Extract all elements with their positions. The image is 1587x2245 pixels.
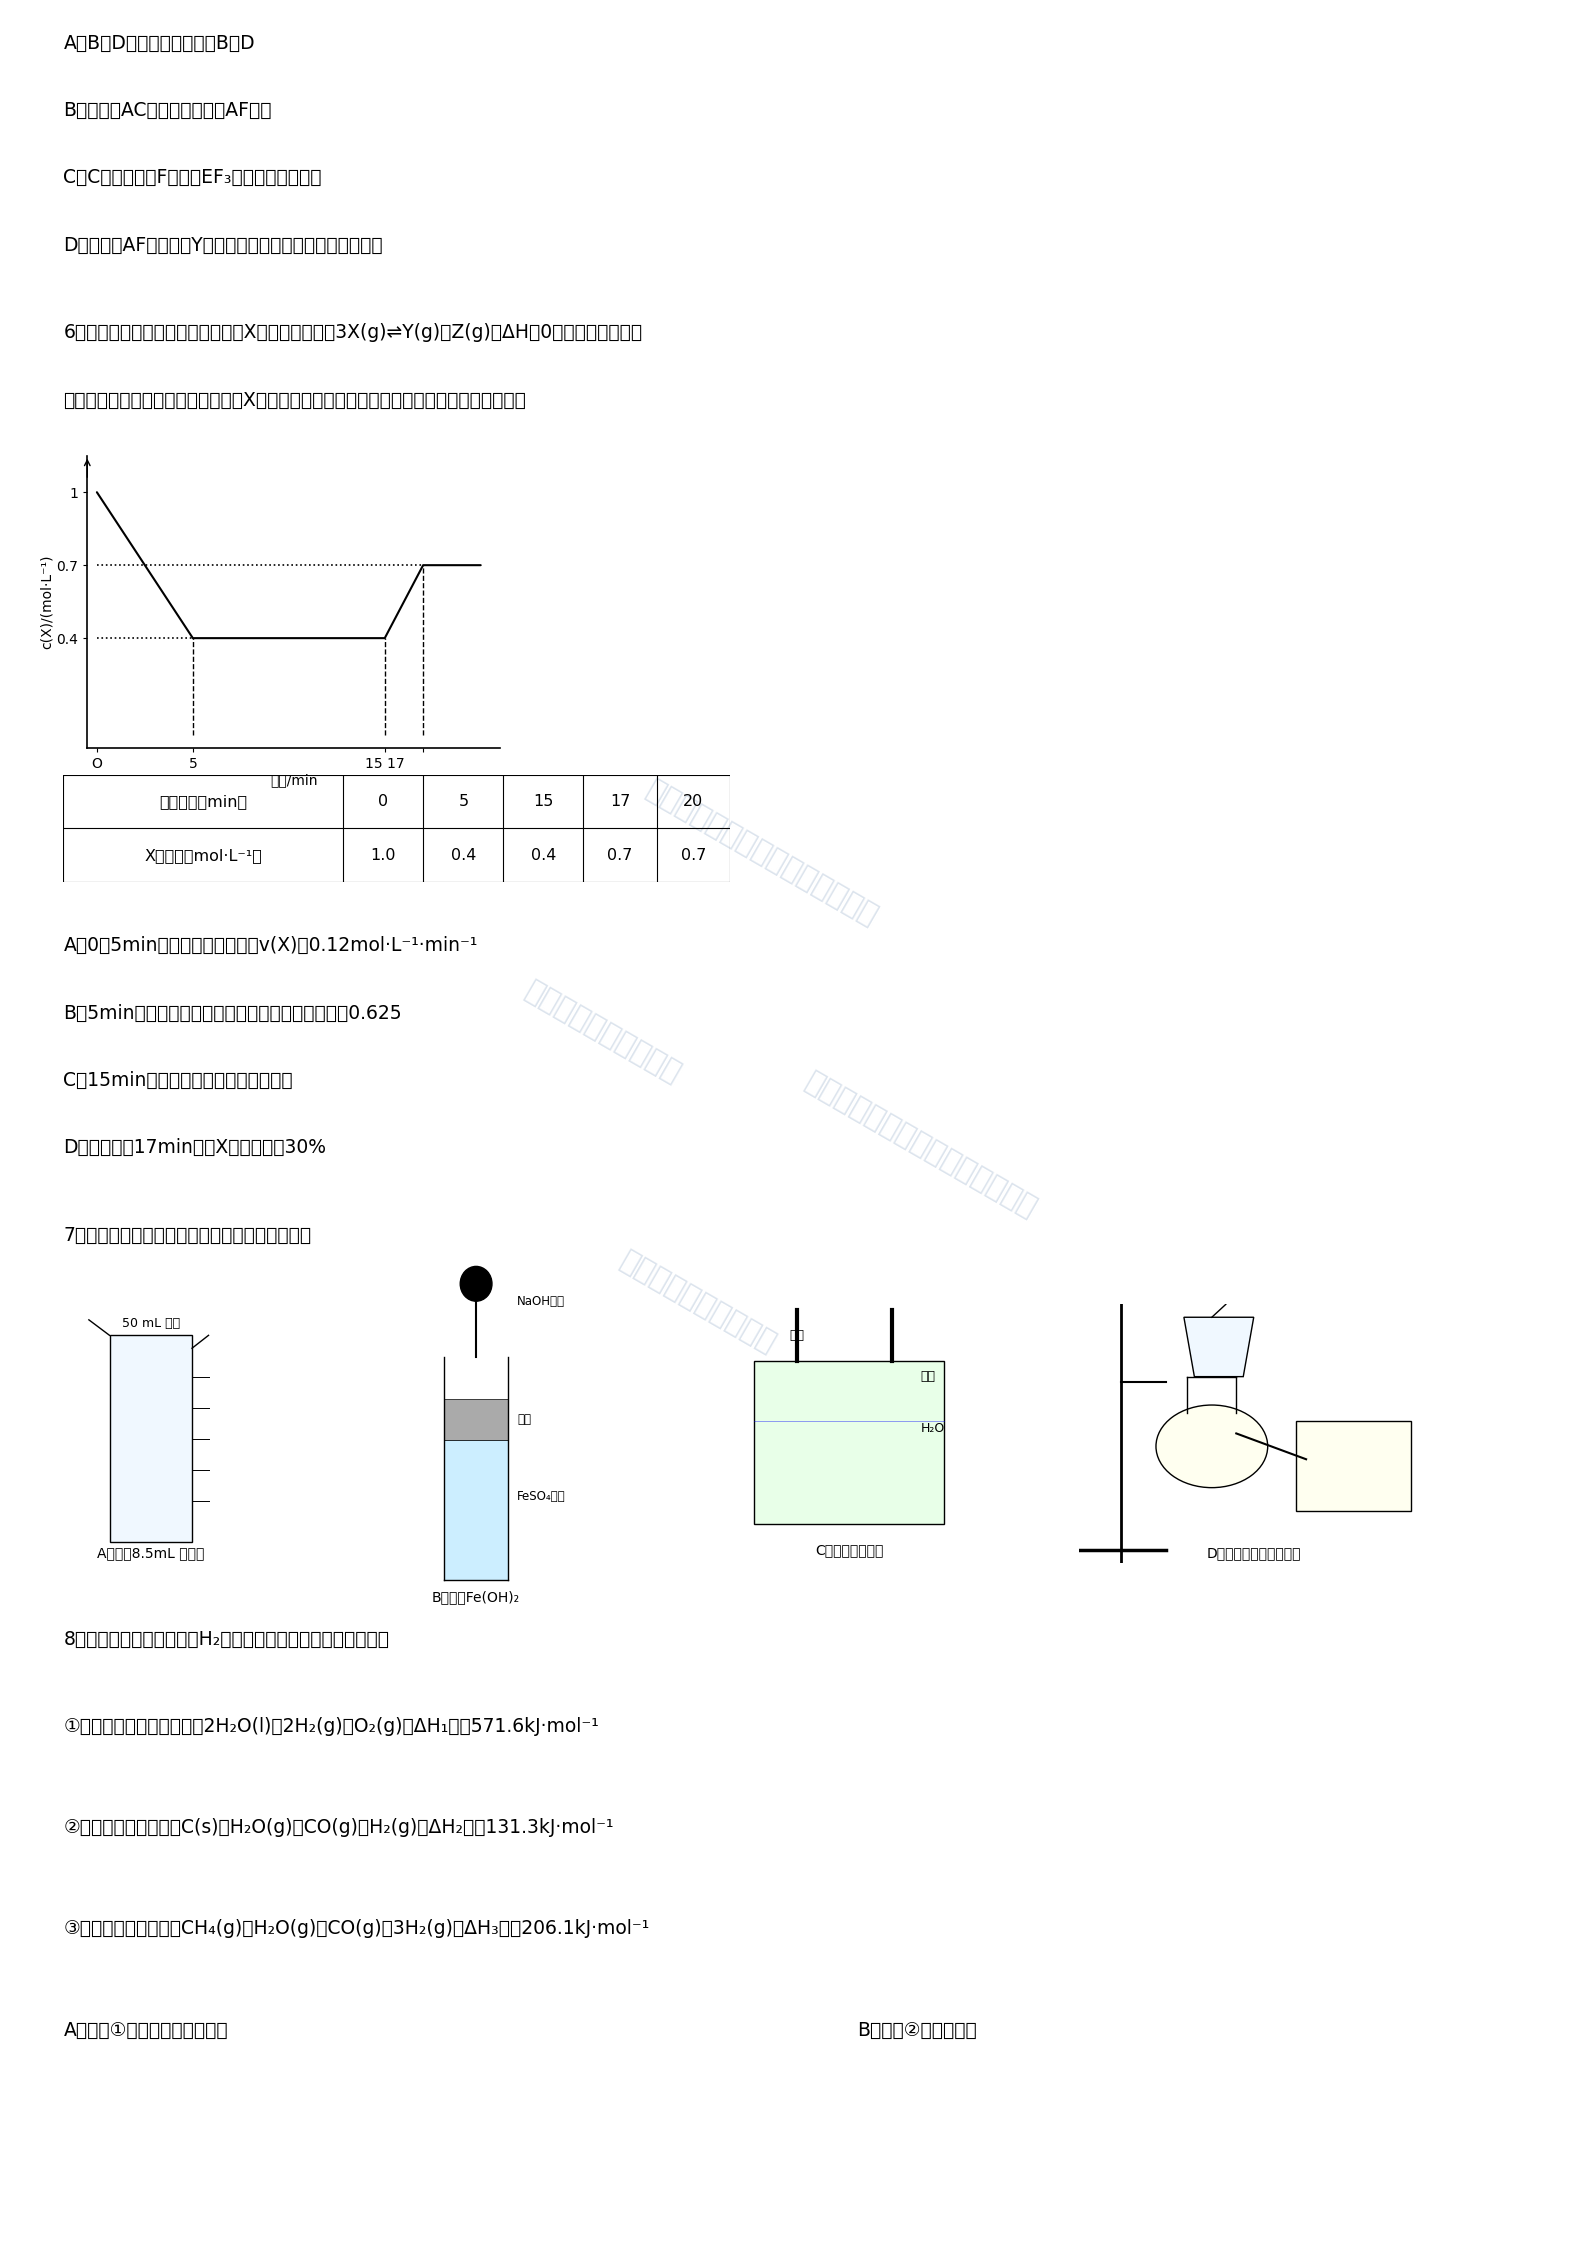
Text: ②焦炭与水反应制氢：C(s)＋H₂O(g)＝CO(g)＋H₂(g)　ΔH₂＝＋131.3kJ·mol⁻¹: ②焦炭与水反应制氢：C(s)＋H₂O(g)＝CO(g)＋H₂(g) ΔH₂＝＋1…	[63, 1818, 614, 1836]
Polygon shape	[444, 1441, 508, 1580]
Text: A．反应①中电能转化为化学能: A．反应①中电能转化为化学能	[63, 2020, 229, 2038]
Circle shape	[1155, 1405, 1268, 1488]
Text: 15: 15	[533, 795, 554, 808]
Text: D．化合物AF与化合物Y可反应生成含有共价键的离子化合物: D．化合物AF与化合物Y可反应生成含有共价键的离子化合物	[63, 236, 382, 254]
Text: ③甲烷与水反应制氢：CH₄(g)＋H₂O(g)＝CO(g)＋3H₂(g)　ΔH₃＝＋206.1kJ·mol⁻¹: ③甲烷与水反应制氢：CH₄(g)＋H₂O(g)＝CO(g)＋3H₂(g) ΔH₃…	[63, 1919, 649, 1937]
Polygon shape	[1184, 1318, 1254, 1376]
Polygon shape	[110, 1336, 192, 1542]
Text: 1.0: 1.0	[371, 849, 397, 862]
Text: 0: 0	[378, 795, 389, 808]
Text: 6．一定条件下，向密闭容器中加入X物质发生反应：3X(g)⇌Y(g)＋Z(g)　ΔH＜0，反应一段时间后: 6．一定条件下，向密闭容器中加入X物质发生反应：3X(g)⇌Y(g)＋Z(g) …	[63, 323, 643, 341]
Text: 微信搜索关注程序　　高考早知道: 微信搜索关注程序 高考早知道	[800, 1066, 1041, 1224]
Text: 第一时间获取最新资料: 第一时间获取最新资料	[616, 1246, 781, 1358]
Text: B．反应②为放燭反应: B．反应②为放燭反应	[857, 2020, 976, 2038]
Text: 50 mL 量筒: 50 mL 量筒	[122, 1318, 179, 1331]
Text: ①太阳光催化分解水制氢：2H₂O(l)＝2H₂(g)＋O₂(g)　ΔH₁＝＋571.6kJ·mol⁻¹: ①太阳光催化分解水制氢：2H₂O(l)＝2H₂(g)＋O₂(g) ΔH₁＝＋57…	[63, 1717, 600, 1735]
Text: X的浓度（mol·L⁻¹）: X的浓度（mol·L⁻¹）	[144, 849, 262, 862]
Polygon shape	[1295, 1421, 1411, 1511]
Text: A．量厖8.5mL 稀硫酸: A．量厖8.5mL 稀硫酸	[97, 1547, 205, 1560]
Text: 8．通过以下反应均可获取H₂．下列有关说法正确的是（　　）: 8．通过以下反应均可获取H₂．下列有关说法正确的是（ ）	[63, 1630, 389, 1648]
Polygon shape	[444, 1399, 508, 1441]
Text: 微信搜索关注程序　　高考早知道: 微信搜索关注程序 高考早知道	[641, 775, 882, 932]
Text: 17: 17	[609, 795, 630, 808]
Text: B．制备Fe(OH)₂: B．制备Fe(OH)₂	[432, 1589, 521, 1603]
Text: H₂O: H₂O	[920, 1421, 944, 1435]
Text: D．用酒精萨取水中的溴: D．用酒精萨取水中的溴	[1206, 1547, 1301, 1560]
Text: 石墨: 石墨	[789, 1329, 805, 1343]
Text: FeSO₄溶液: FeSO₄溶液	[517, 1491, 567, 1502]
Text: 0.4: 0.4	[451, 849, 476, 862]
Text: A．B、D离子的半径大小是B＞D: A．B、D离子的半径大小是B＞D	[63, 34, 256, 52]
Text: 第一时间获取最新资料: 第一时间获取最新资料	[521, 977, 686, 1089]
Text: 反应时间（min）: 反应时间（min）	[159, 795, 248, 808]
Text: B．5min时反应达到平衡，该温度下的平衡常数值为0.625: B．5min时反应达到平衡，该温度下的平衡常数值为0.625	[63, 1004, 402, 1021]
Text: 铁钉: 铁钉	[920, 1369, 935, 1383]
X-axis label: 时间/min: 时间/min	[270, 772, 317, 788]
Polygon shape	[754, 1360, 944, 1524]
Text: 7．下列装置或操作能达到实验目的的是（　　）: 7．下列装置或操作能达到实验目的的是（ ）	[63, 1226, 311, 1244]
Text: 5: 5	[459, 795, 468, 808]
Text: 20: 20	[684, 795, 703, 808]
Text: 0.7: 0.7	[681, 849, 706, 862]
Text: C．C的单质能将F单质从EF₃的溶液中置换出来: C．C的单质能将F单质从EF₃的溶液中置换出来	[63, 168, 322, 186]
Text: B．化合物AC的汸点比化合物AF的高: B．化合物AC的汸点比化合物AF的高	[63, 101, 271, 119]
Text: 改变某一个外界条件，反应中各时刻X物质的浓度如下表所示．下列说法不正确的是（　　）: 改变某一个外界条件，反应中各时刻X物质的浓度如下表所示．下列说法不正确的是（ ）	[63, 391, 527, 409]
Text: A．0～5min时，该反应的速率为v(X)＝0.12mol·L⁻¹·min⁻¹: A．0～5min时，该反应的速率为v(X)＝0.12mol·L⁻¹·min⁻¹	[63, 936, 478, 954]
Ellipse shape	[460, 1266, 492, 1302]
Text: 煌油: 煌油	[517, 1412, 532, 1426]
Text: 0.7: 0.7	[608, 849, 633, 862]
Y-axis label: c(X)/(mol·L⁻¹): c(X)/(mol·L⁻¹)	[40, 555, 54, 649]
Text: 0.4: 0.4	[530, 849, 555, 862]
Text: D．从初始到17min时，X的转化率为30%: D．从初始到17min时，X的转化率为30%	[63, 1138, 327, 1156]
Text: C．防止铁钉生锈: C．防止铁钉生锈	[814, 1542, 884, 1558]
Text: NaOH溶液: NaOH溶液	[517, 1295, 565, 1307]
Text: C．15min时改变的条件可能是降低温度: C．15min时改变的条件可能是降低温度	[63, 1071, 294, 1089]
